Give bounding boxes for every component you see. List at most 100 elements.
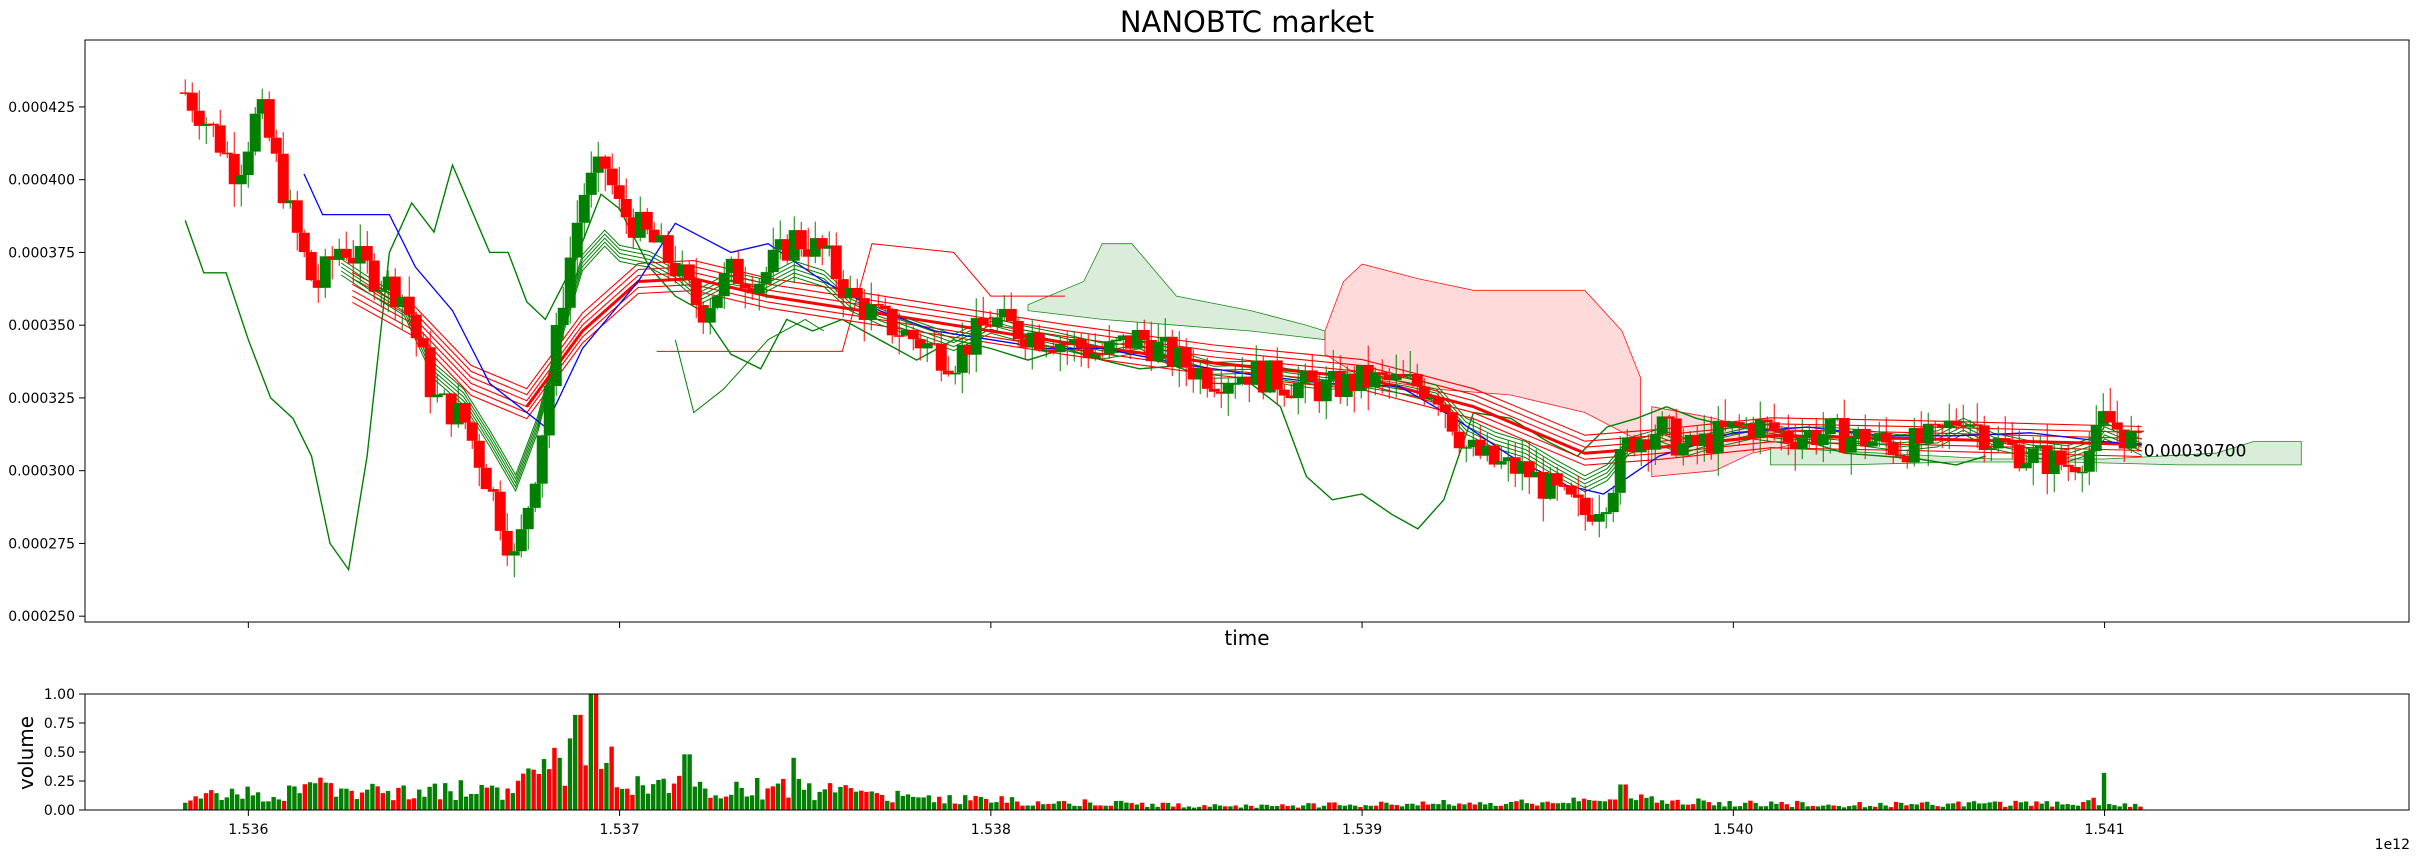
volume-bar [765, 788, 770, 810]
volume-bar [952, 803, 958, 810]
volume-bar [604, 762, 609, 810]
candle-body [494, 491, 506, 531]
candle-body [1432, 397, 1444, 405]
candle-body [858, 298, 870, 320]
volume-bar [677, 775, 682, 810]
volume-bar [1051, 803, 1056, 810]
volume-bar [271, 797, 276, 810]
volume-bar [1805, 806, 1810, 810]
volume-bar [1810, 805, 1816, 810]
candle-body [1159, 336, 1171, 342]
candle-body [753, 283, 765, 294]
volume-bar [2008, 805, 2013, 810]
candle-body [2048, 450, 2060, 474]
volume-bar [1035, 801, 1041, 810]
candle-body [921, 343, 933, 349]
volume-bar [1347, 804, 1353, 810]
candle-body [830, 245, 842, 280]
volume-bar [812, 800, 817, 810]
volume-bar [1951, 803, 1956, 810]
candle-body [1838, 418, 1850, 453]
volume-bar [989, 802, 994, 810]
volume-bar [1498, 805, 1504, 810]
volume-bar [261, 801, 266, 810]
volume-bar [495, 787, 500, 810]
volume-bar [1883, 805, 1888, 810]
volume-bar [1410, 803, 1415, 810]
candle-body [823, 245, 835, 249]
candle-body [2027, 448, 2039, 463]
volume-bar [593, 694, 599, 810]
volume-bar [1628, 798, 1634, 810]
volume-bar [1878, 802, 1883, 810]
candle-body [445, 393, 457, 425]
volume-bar [1488, 802, 1493, 810]
volume-bar [453, 800, 458, 810]
candle-body [1705, 433, 1717, 454]
volume-bar [297, 793, 302, 810]
volume-bar [557, 757, 562, 810]
candle-body [641, 211, 653, 230]
volume-bar [1483, 804, 1488, 810]
volume-bar [1451, 805, 1457, 810]
volume-bar [2003, 806, 2008, 810]
volume-bar [1353, 805, 1358, 810]
volume-bar [380, 793, 386, 810]
x-tick-label: 1.536 [228, 822, 268, 838]
candle-body [1817, 434, 1829, 446]
candle-body [2034, 445, 2046, 449]
volume-bar [625, 788, 630, 810]
volume-bar [1940, 806, 1946, 810]
candle-body [214, 125, 226, 153]
volume-bar [1659, 800, 1665, 810]
candle-body [466, 422, 478, 441]
cloud-line-1 [674, 318, 825, 414]
volume-bar [760, 799, 765, 810]
volume-bar [235, 794, 240, 810]
candle-body [1628, 437, 1640, 453]
volume-bar [687, 754, 692, 810]
candle-body [879, 305, 891, 309]
volume-axis-label: volume [14, 716, 38, 790]
candle-body [431, 394, 443, 398]
candle-body [767, 249, 779, 273]
candle-body [1978, 425, 1990, 450]
candle-body [368, 260, 380, 292]
candle-body [389, 276, 401, 308]
volume-bar [1732, 806, 1738, 810]
x-tick-label: 1.539 [1342, 822, 1382, 838]
volume-bar [1067, 803, 1072, 810]
ma-red-line-4 [352, 284, 2142, 460]
candle-body [2097, 411, 2109, 425]
candle-body [312, 280, 324, 288]
volume-bar [1550, 803, 1556, 810]
candle-body [795, 230, 807, 250]
candle-body [1852, 428, 1864, 438]
volume-bar [333, 796, 339, 810]
last-price-label: 0.00030700 [2144, 441, 2247, 461]
volume-bar [255, 792, 261, 810]
volume-bar [822, 789, 828, 810]
volume-bar [1020, 805, 1025, 810]
volume-bar [1711, 805, 1717, 810]
volume-bar [2034, 801, 2039, 810]
candle-body [536, 435, 548, 484]
candle-body [2055, 450, 2067, 465]
candle-body [1600, 512, 1612, 514]
volume-bar [1269, 806, 1275, 810]
candle-body [1124, 335, 1136, 349]
volume-bar [656, 779, 661, 810]
volume-bar [1592, 800, 1597, 810]
candle-body [452, 403, 464, 425]
volume-bar [1394, 805, 1400, 810]
candle-body [277, 153, 289, 204]
candle-body [557, 307, 569, 326]
candle-body [2132, 430, 2144, 433]
candle-body [193, 110, 205, 126]
candle-body [1327, 370, 1339, 380]
volume-bar [1696, 798, 1701, 810]
candle-body [347, 257, 359, 264]
volume-bar [1831, 805, 1836, 810]
volume-bar [859, 790, 864, 810]
candle-body [1516, 461, 1528, 474]
